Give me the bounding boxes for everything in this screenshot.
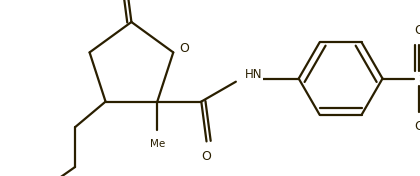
Text: O: O: [179, 42, 189, 55]
Text: Me: Me: [150, 139, 165, 149]
Text: O: O: [414, 120, 420, 133]
Text: HN: HN: [245, 68, 263, 81]
Text: O: O: [414, 24, 420, 37]
Text: S: S: [418, 72, 420, 85]
Text: O: O: [202, 150, 211, 163]
